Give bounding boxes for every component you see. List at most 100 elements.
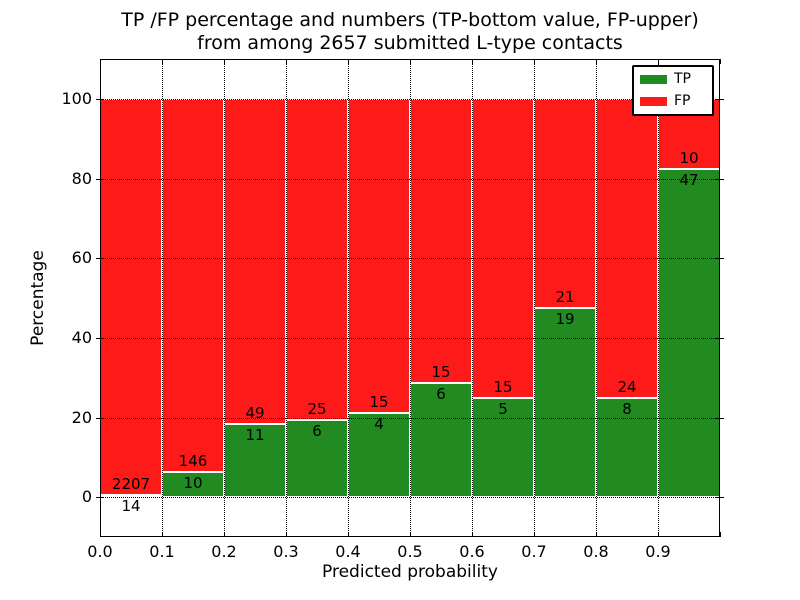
tp-bar-segment <box>596 397 658 498</box>
x-tick-mark <box>162 59 164 64</box>
fp-swatch-icon <box>640 97 667 106</box>
chart-title-line1: TP /FP percentage and numbers (TP-bottom… <box>121 9 699 31</box>
tp-count-label: 6 <box>312 422 322 441</box>
y-tick-mark <box>716 98 724 101</box>
tp-count-label: 19 <box>555 309 575 328</box>
y-tick-mark <box>96 98 104 101</box>
x-tick-mark <box>472 59 474 64</box>
chart-title-line2: from among 2657 submitted L-type contact… <box>197 32 623 54</box>
fp-bar-segment <box>410 98 472 384</box>
chart-title: TP /FP percentage and numbers (TP-bottom… <box>20 9 800 55</box>
x-tick-label: 0.8 <box>583 542 609 561</box>
y-axis-label: Percentage <box>28 250 48 346</box>
x-tick-mark <box>658 59 660 64</box>
tp-count-label: 47 <box>679 170 699 189</box>
x-tick-mark <box>348 59 350 64</box>
x-tick-mark <box>286 59 288 64</box>
x-tick-label: 0.6 <box>459 542 485 561</box>
x-tick-label: 0.7 <box>521 542 547 561</box>
y-tick-mark <box>716 178 724 180</box>
x-tick-mark <box>100 59 102 64</box>
tp-count-label: 10 <box>183 473 203 492</box>
tp-bar-segment <box>410 383 472 498</box>
tp-count-label: 14 <box>121 496 141 515</box>
x-tick-mark <box>100 532 102 537</box>
horizontal-gridline <box>100 337 720 339</box>
tp-count-label: 11 <box>245 426 265 445</box>
x-tick-label: 0.9 <box>645 542 671 561</box>
y-tick-mark <box>96 178 104 180</box>
y-tick-label: 40 <box>71 327 92 347</box>
x-tick-mark <box>658 532 660 537</box>
y-tick-mark <box>716 497 724 499</box>
y-tick-label: 100 <box>61 88 92 108</box>
fp-bar-segment <box>100 98 162 495</box>
fp-count-label: 25 <box>307 400 327 419</box>
x-tick-mark <box>224 532 226 537</box>
vertical-gridline <box>162 59 163 537</box>
plot-area: 2207 14 146 10 49 11 25 6 15 4 15 6 15 5 21 19 24 8 10 47 T… <box>96 59 724 537</box>
x-tick-mark <box>596 532 598 537</box>
legend-label-fp: FP <box>674 93 691 109</box>
legend-entry-fp: FP <box>640 94 706 109</box>
x-tick-mark <box>286 532 288 537</box>
x-axis-label: Predicted probability <box>322 562 498 582</box>
fp-bar-segment <box>224 98 286 425</box>
horizontal-gridline <box>100 98 720 100</box>
tp-bar-segment <box>534 307 596 498</box>
x-tick-label: 0.5 <box>397 542 423 561</box>
fp-count-label: 24 <box>617 377 637 396</box>
y-tick-label: 80 <box>71 168 92 188</box>
x-tick-mark <box>596 59 598 64</box>
y-tick-label: 20 <box>71 407 92 427</box>
x-tick-mark <box>534 532 536 537</box>
tp-count-label: 6 <box>436 385 446 404</box>
x-tick-mark <box>162 532 164 537</box>
x-tick-mark <box>720 59 722 64</box>
vertical-gridline <box>410 59 411 537</box>
y-tick-label: 0 <box>81 487 92 507</box>
legend: TP FP <box>632 65 714 116</box>
x-tick-label: 0.4 <box>335 542 361 561</box>
fp-count-label: 10 <box>679 148 699 167</box>
y-tick-mark <box>716 258 724 260</box>
x-tick-mark <box>348 532 350 537</box>
fp-count-label: 15 <box>431 363 451 382</box>
y-tick-label: 60 <box>71 248 92 268</box>
x-tick-mark <box>534 59 536 64</box>
vertical-gridline <box>596 59 597 537</box>
y-tick-mark <box>716 337 724 340</box>
tp-bar-segment <box>162 471 224 498</box>
tp-bar-segment <box>472 397 534 498</box>
legend-label-tp: TP <box>674 71 691 87</box>
tp-swatch-icon <box>640 75 667 84</box>
legend-entry-tp: TP <box>640 72 706 87</box>
tp-bar-segment <box>658 168 720 498</box>
fp-count-label: 21 <box>555 287 575 306</box>
x-tick-label: 0.0 <box>87 542 113 561</box>
fp-bar-segment <box>348 98 410 414</box>
x-tick-label: 0.3 <box>273 542 299 561</box>
y-tick-mark <box>96 337 104 340</box>
fp-count-label: 49 <box>245 404 265 423</box>
vertical-gridline <box>472 59 473 537</box>
tp-bar-segment <box>348 413 410 498</box>
fp-bar-segment <box>596 98 658 398</box>
fp-count-label: 15 <box>369 393 389 412</box>
x-tick-mark <box>720 532 722 537</box>
vertical-gridline <box>348 59 349 537</box>
fp-bar-segment <box>534 98 596 308</box>
y-tick-mark <box>716 417 724 419</box>
horizontal-gridline <box>100 258 720 260</box>
x-tick-mark <box>410 532 412 537</box>
fp-bar-segment <box>472 98 534 398</box>
horizontal-gridline <box>100 417 720 419</box>
vertical-gridline <box>224 59 225 537</box>
y-tick-mark <box>96 417 104 419</box>
tp-count-label: 8 <box>622 399 632 418</box>
x-tick-label: 0.1 <box>149 542 175 561</box>
fp-count-label: 2207 <box>111 474 151 493</box>
tp-count-label: 5 <box>498 399 508 418</box>
fp-count-label: 146 <box>178 451 208 470</box>
